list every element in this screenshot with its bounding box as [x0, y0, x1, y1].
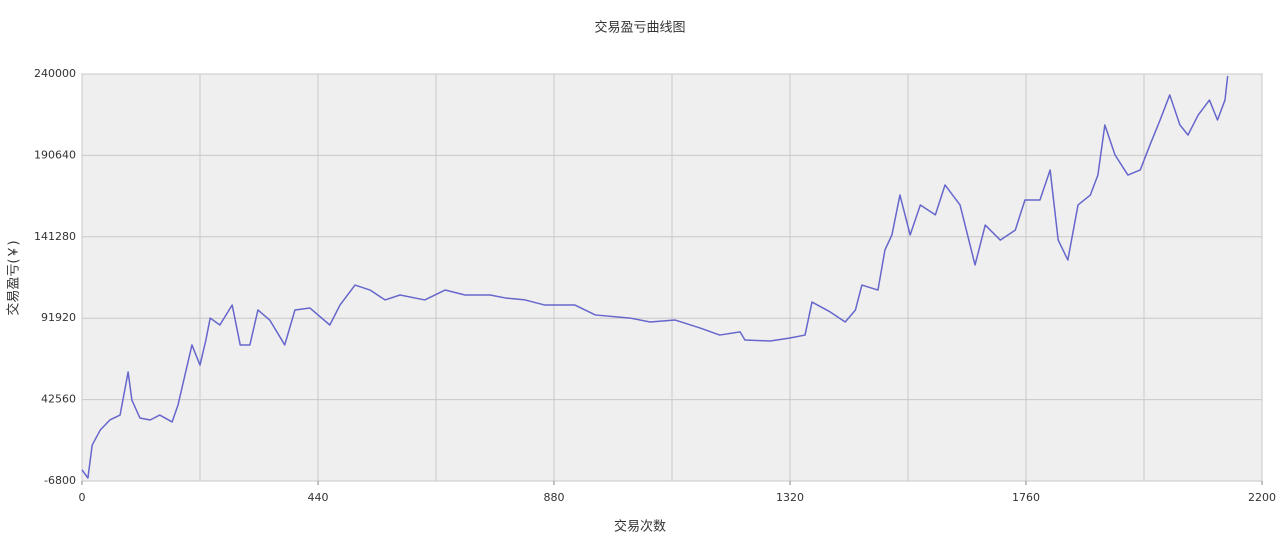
x-tick-label: 1320	[776, 491, 804, 504]
x-tick-label: 0	[79, 491, 86, 504]
y-tick-label: 240000	[34, 67, 76, 80]
x-tick-label: 880	[544, 491, 565, 504]
y-tick-label: 42560	[41, 393, 76, 406]
y-tick-label: 190640	[34, 148, 76, 161]
y-tick-label: 91920	[41, 311, 76, 324]
y-tick-label: 141280	[34, 230, 76, 243]
line-series	[81, 75, 1229, 479]
x-axis-label: 交易次数	[614, 519, 666, 535]
y-axis-label: 交易盈亏(￥)	[6, 240, 22, 315]
x-tick-label: 2200	[1248, 491, 1276, 504]
x-tick-label: 1760	[1012, 491, 1040, 504]
x-tick-label: 440	[308, 491, 329, 504]
chart-title: 交易盈亏曲线图	[594, 20, 685, 36]
y-tick-label: -6800	[44, 474, 76, 487]
